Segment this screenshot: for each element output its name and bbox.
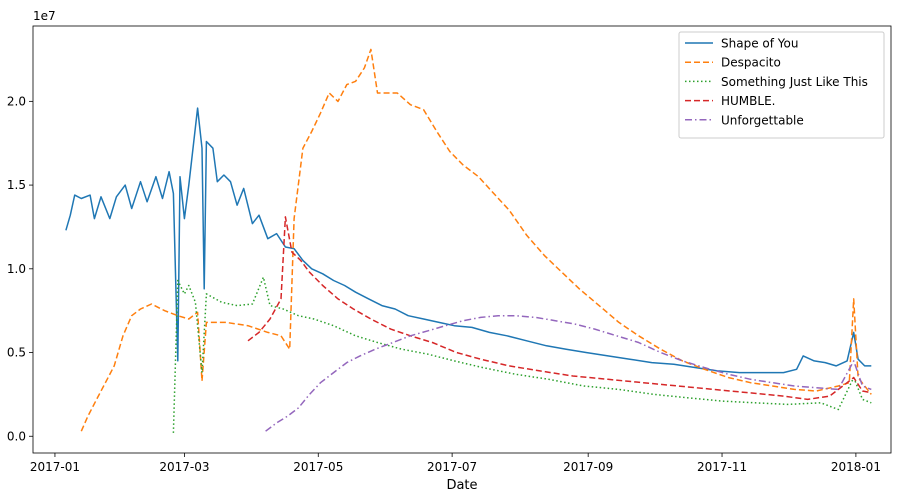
series-layer	[65, 48, 872, 433]
legend-label: Unforgettable	[721, 113, 804, 127]
y-tick-label: 2.0	[7, 94, 26, 108]
legend-label: Shape of You	[721, 37, 798, 51]
legend-label: HUMBLE.	[721, 94, 775, 108]
legend-box	[678, 31, 885, 139]
x-tick-label: 2017-11	[697, 460, 747, 474]
x-tick-label: 2017-09	[563, 460, 613, 474]
series-line-4	[265, 314, 872, 432]
x-tick-label: 2017-07	[427, 460, 477, 474]
series-line-1	[80, 48, 872, 432]
y-tick-label: 1.5	[7, 178, 26, 192]
y-tick-label: 0.0	[7, 429, 26, 443]
y-axis-offset-label: 1e7	[33, 9, 56, 23]
x-axis-label: Date	[446, 478, 477, 493]
y-axis-ticks: 0.0 0.5 1.0 1.5 2.0	[7, 94, 33, 443]
legend-label: Despacito	[721, 56, 781, 70]
legend: Shape of You Despacito Something Just Like…	[678, 31, 885, 139]
legend-label: Something Just Like This	[721, 75, 868, 89]
y-tick-label: 1.0	[7, 262, 26, 276]
x-tick-label: 2017-05	[293, 460, 343, 474]
x-axis-ticks: 2017-01 2017-03 2017-05 2017-07 2017-09 2017-…	[30, 453, 881, 474]
x-tick-label: 2018-01	[831, 460, 881, 474]
x-tick-label: 2017-01	[30, 460, 80, 474]
y-tick-label: 0.5	[7, 346, 26, 360]
x-tick-label: 2017-03	[159, 460, 209, 474]
series-line-0	[65, 107, 872, 374]
series-line-3	[247, 216, 872, 401]
